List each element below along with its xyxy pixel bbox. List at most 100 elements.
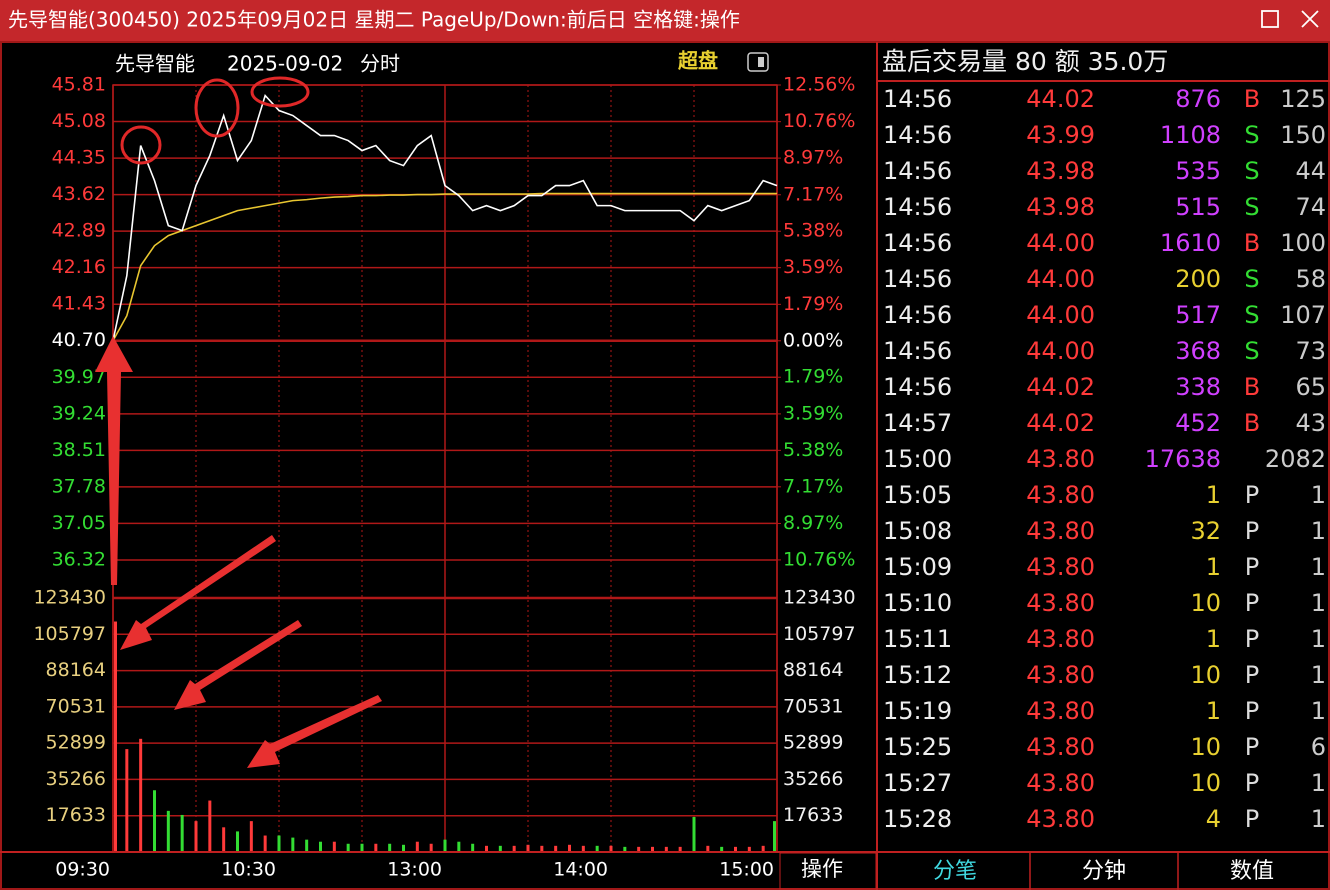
trade-price: 44.02 [1026, 373, 1095, 401]
trade-volume: 368 [1175, 337, 1221, 365]
volume-bar [485, 845, 488, 852]
trade-volume: 10 [1190, 769, 1221, 797]
y-tick-label: 42.89 [52, 220, 106, 242]
x-tick-label: 13:00 [387, 859, 442, 881]
trade-time: 14:56 [883, 301, 952, 329]
volume-tick-label: 70531 [46, 695, 106, 717]
action-button-frame [779, 852, 877, 890]
trade-flag: P [1245, 769, 1259, 797]
trade-volume: 10 [1190, 733, 1221, 761]
trade-count: 65 [1295, 373, 1326, 401]
volume-bar [651, 846, 654, 852]
trade-flag: P [1245, 553, 1259, 581]
trade-volume: 1 [1206, 553, 1221, 581]
tab[interactable]: 数值 [1230, 859, 1274, 884]
highlight-circle [194, 78, 240, 138]
panel-toggle[interactable] [747, 52, 769, 72]
trade-time: 14:56 [883, 265, 952, 293]
trade-flag: P [1245, 697, 1259, 725]
panel-toggle-icon [758, 57, 764, 67]
trade-count: 1 [1311, 805, 1326, 833]
trade-count: 1 [1311, 517, 1326, 545]
trade-price: 44.00 [1026, 265, 1095, 293]
volume-bar [402, 844, 405, 852]
volume-bar [554, 845, 558, 852]
trade-volume: 10 [1190, 589, 1221, 617]
volume-bar [305, 839, 309, 852]
volume-bar [291, 837, 295, 852]
x-tick-label: 09:30 [55, 859, 110, 881]
volume-tick-label-right: 17633 [783, 804, 843, 826]
trade-flag: B [1244, 373, 1260, 401]
trade-volume: 4 [1206, 805, 1221, 833]
window-border [0, 41, 1330, 890]
trade-volume: 452 [1175, 409, 1221, 437]
trade-flag: S [1244, 121, 1259, 149]
trade-volume: 1610 [1160, 229, 1221, 257]
trade-time: 14:56 [883, 337, 952, 365]
trade-volume: 515 [1175, 193, 1221, 221]
volume-bar [208, 800, 212, 852]
y-tick-label: 41.43 [52, 293, 106, 315]
x-tick-label: 10:30 [221, 859, 276, 881]
y-tick-label: 40.70 [52, 329, 106, 351]
trade-time: 15:19 [883, 697, 952, 725]
trade-price: 44.00 [1026, 337, 1095, 365]
trade-time: 15:10 [883, 589, 952, 617]
volume-bar [443, 839, 447, 852]
trade-flag: P [1245, 805, 1259, 833]
y-tick-label: 44.35 [52, 147, 106, 169]
trade-count: 1 [1311, 625, 1326, 653]
trade-price: 43.80 [1026, 517, 1095, 545]
trades-header: 盘后交易量 80 额 35.0万 [882, 47, 1168, 76]
y2-tick-label: 5.38% [783, 439, 843, 461]
action-button[interactable]: 操作 [801, 857, 843, 881]
trade-count: 150 [1280, 121, 1326, 149]
tab[interactable]: 分笔 [933, 859, 977, 884]
volume-bar [664, 846, 668, 852]
y-tick-label: 38.51 [52, 439, 106, 461]
volume-tick-label: 17633 [46, 804, 106, 826]
trade-time: 14:56 [883, 121, 952, 149]
chart-tag[interactable]: 超盘 [677, 49, 718, 73]
y2-tick-label: 1.79% [783, 293, 843, 315]
trade-volume: 876 [1175, 85, 1221, 113]
trade-volume: 200 [1175, 265, 1221, 293]
tab[interactable]: 分钟 [1082, 859, 1126, 884]
trade-price: 43.99 [1026, 121, 1095, 149]
trade-flag: P [1245, 517, 1259, 545]
y2-tick-label: 0.00% [783, 329, 843, 351]
trade-time: 15:05 [883, 481, 952, 509]
trade-price: 43.80 [1026, 445, 1095, 473]
trade-price: 43.80 [1026, 589, 1095, 617]
trade-time: 15:11 [883, 625, 952, 653]
trade-price: 43.80 [1026, 733, 1095, 761]
trade-volume: 1 [1206, 697, 1221, 725]
trade-volume: 1 [1206, 625, 1221, 653]
trade-flag: S [1244, 337, 1259, 365]
price-line [112, 192, 777, 342]
volume-bar [457, 841, 461, 852]
volume-bar [678, 846, 682, 852]
x-tick-label: 15:00 [719, 859, 774, 881]
y2-tick-label: 12.56% [783, 74, 855, 96]
trade-flag: S [1244, 193, 1259, 221]
volume-tick-label: 88164 [46, 659, 106, 681]
trade-price: 43.80 [1026, 481, 1095, 509]
close-button[interactable] [1301, 10, 1319, 28]
volume-tick-label-right: 70531 [783, 695, 843, 717]
maximize-button[interactable] [1261, 10, 1279, 28]
y-tick-label: 37.05 [52, 512, 106, 534]
y-tick-label: 36.32 [52, 548, 106, 570]
volume-bar [236, 831, 239, 852]
volume-bar [166, 810, 170, 852]
trade-time: 14:56 [883, 85, 952, 113]
trade-time: 14:56 [883, 157, 952, 185]
trade-flag: S [1244, 301, 1259, 329]
y2-tick-label: 7.17% [783, 475, 843, 497]
trade-flag: B [1244, 85, 1260, 113]
volume-bar [319, 841, 322, 852]
trade-flag: P [1245, 589, 1259, 617]
trade-count: 1 [1311, 589, 1326, 617]
trade-count: 1 [1311, 553, 1326, 581]
